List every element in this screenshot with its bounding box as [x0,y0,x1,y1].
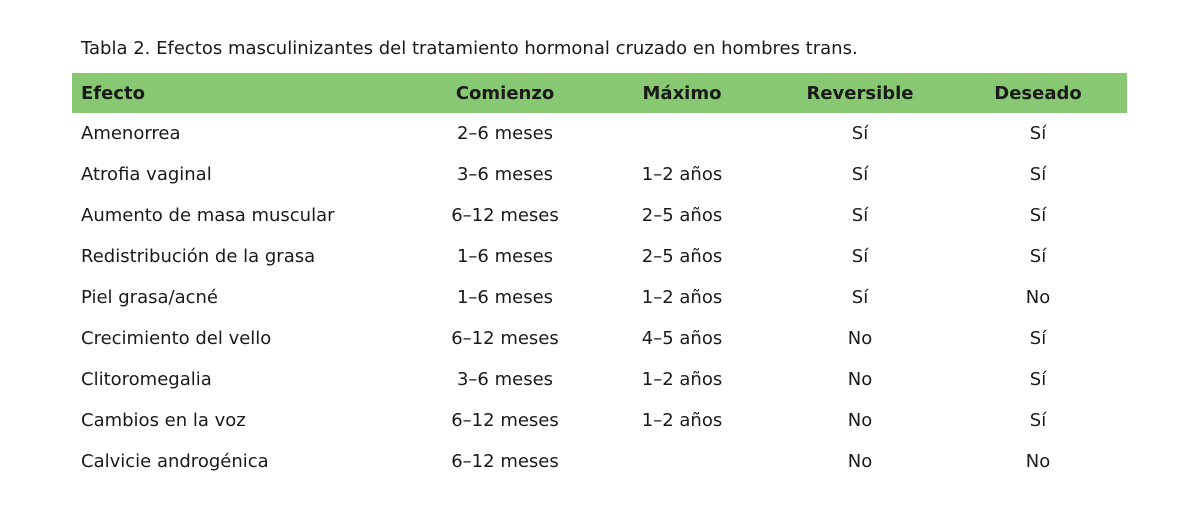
table-cell: 1–6 meses [456,246,554,267]
table-cell: 6–12 meses [451,205,559,226]
table-cell: No [1025,451,1051,472]
header-cell: Reversible [806,83,914,104]
table-cell: Sí [1029,205,1047,226]
table-cell: 6–12 meses [451,451,559,472]
row-label: Crecimiento del vello [81,328,272,349]
row-label: Amenorrea [81,123,181,144]
table-cell: 4–5 años [641,328,723,349]
table-cell: No [1025,287,1051,308]
table-cell: 1–2 años [641,410,723,431]
header-cell: Efecto [81,83,145,104]
table-cell: 6–12 meses [451,328,559,349]
table-cell: 1–2 años [641,164,723,185]
table-cell: Sí [1029,328,1047,349]
table-cell: 2–5 años [641,205,723,226]
table-cell: No [847,369,873,390]
table-cell: Sí [1029,123,1047,144]
table-title: Tabla 2. Efectos masculinizantes del tra… [81,38,858,59]
table-cell: Sí [851,287,869,308]
row-label: Aumento de masa muscular [81,205,335,226]
header-cell: Comienzo [455,83,555,104]
table-cell: Sí [1029,410,1047,431]
table-cell: No [847,410,873,431]
table-cell: Sí [1029,246,1047,267]
table-cell: Sí [1029,164,1047,185]
row-label: Piel grasa/acné [81,287,218,308]
header-band [72,73,1127,113]
table-cell: No [847,328,873,349]
header-cell: Máximo [642,83,722,104]
header-cell: Deseado [994,83,1082,104]
table-cell: 2–6 meses [456,123,554,144]
table-cell: Sí [851,205,869,226]
table-cell: Sí [1029,369,1047,390]
table-cell: 3–6 meses [456,369,554,390]
row-label: Cambios en la voz [81,410,246,431]
table-cell: 6–12 meses [451,410,559,431]
table-cell: Sí [851,123,869,144]
table-cell: No [847,451,873,472]
table-cell: Sí [851,164,869,185]
table-cell: Sí [851,246,869,267]
row-label: Calvicie androgénica [81,451,269,472]
table-cell: 3–6 meses [456,164,554,185]
table-cell: 1–2 años [641,287,723,308]
row-label: Clitoromegalia [81,369,212,390]
row-label: Atrofia vaginal [81,164,212,185]
table-cell: 2–5 años [641,246,723,267]
table-cell: 1–2 años [641,369,723,390]
row-label: Redistribución de la grasa [81,246,316,267]
table-cell: 1–6 meses [456,287,554,308]
